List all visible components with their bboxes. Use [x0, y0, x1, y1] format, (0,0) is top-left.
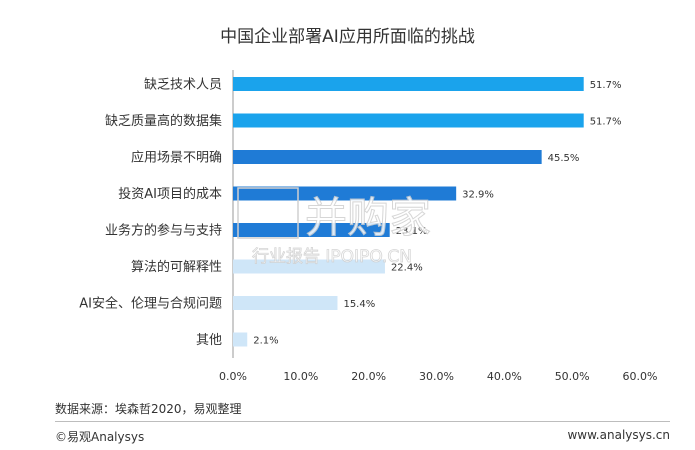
bars: 缺乏技术人员 51.7% 缺乏质量高的数据集 51.7% 应用场景不明确 45.5% 投资A… — [79, 77, 621, 348]
bar — [233, 77, 584, 91]
bar-chart: 缺乏技术人员 51.7% 缺乏质量高的数据集 51.7% 应用场景不明确 45.5% 投资A… — [79, 70, 657, 383]
category-label: 缺乏技术人员 — [144, 78, 222, 93]
watermark-logo-icon — [237, 187, 299, 239]
bar — [233, 150, 542, 164]
value-label: 23.1% — [396, 226, 428, 237]
category-label: 业务方的参与与支持 — [105, 223, 222, 239]
value-label: 45.5% — [548, 153, 580, 164]
category-label: 算法的可解释性 — [131, 259, 222, 275]
category-label: 投资AI项目的成本 — [118, 186, 222, 202]
category-label: AI安全、伦理与合规问题 — [79, 296, 222, 312]
category-label: 其他 — [196, 333, 222, 348]
x-tick-label: 40.0% — [487, 370, 522, 383]
footer-url[interactable]: www.analysys.cn — [567, 428, 670, 442]
category-label: 缺乏质量高的数据集 — [105, 113, 222, 129]
value-label: 51.7% — [590, 80, 622, 91]
x-tick-label: 60.0% — [623, 370, 658, 383]
watermark-subtitle: 行业报告 IPOIPO.CN — [252, 247, 412, 267]
watermark: 并购家 行业报告 IPOIPO.CN — [237, 187, 432, 267]
bar — [233, 113, 584, 128]
x-tick-label: 0.0% — [219, 370, 247, 383]
x-axis-ticks: 0.0% 10.0% 20.0% 30.0% 40.0% 50.0% 60.0% — [219, 370, 657, 383]
x-tick-label: 20.0% — [351, 370, 386, 383]
value-label: 2.1% — [253, 336, 278, 347]
value-label: 15.4% — [343, 299, 375, 310]
bar — [233, 223, 390, 237]
value-label: 22.4% — [391, 263, 423, 274]
bar — [233, 259, 385, 274]
chart-title: 中国企业部署AI应用所面临的挑战 — [220, 27, 475, 47]
footer-divider — [55, 421, 670, 422]
watermark-brand: 并购家 — [305, 193, 431, 242]
value-label: 51.7% — [590, 117, 622, 128]
bar — [233, 186, 457, 201]
x-tick-label: 50.0% — [555, 370, 590, 383]
bar — [233, 296, 338, 310]
x-tick-label: 30.0% — [419, 370, 454, 383]
x-tick-label: 10.0% — [283, 370, 318, 383]
value-label: 32.9% — [462, 190, 494, 201]
footer-logo: ©易观Analysys — [55, 430, 145, 444]
bar — [233, 332, 248, 347]
source-note: 数据来源：埃森哲2020，易观整理 — [55, 402, 242, 416]
category-label: 应用场景不明确 — [131, 150, 222, 166]
